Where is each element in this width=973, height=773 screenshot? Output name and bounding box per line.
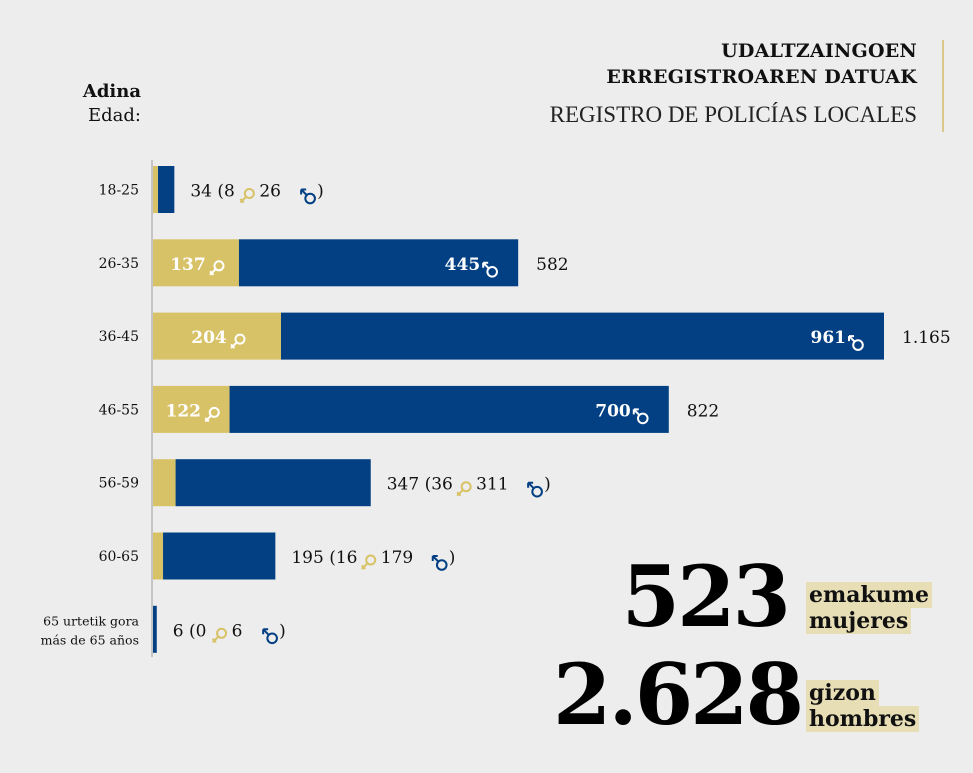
bar-female <box>153 239 239 287</box>
data-label-female: 137 <box>170 255 206 275</box>
male-icon <box>482 261 498 278</box>
female-total-row: 523 emakume mujeres <box>553 547 933 646</box>
data-label: 179 <box>381 548 413 568</box>
chart-subtitle: REGISTRO DE POLICÍAS LOCALES <box>549 102 917 127</box>
data-label-male: 700 <box>595 401 631 421</box>
chart-title-line-1: UDALTZAINGOEN <box>721 40 917 62</box>
data-label-male: 445 <box>445 255 481 275</box>
data-label: ) <box>449 548 456 568</box>
male-total-value: 2.628 <box>553 645 804 744</box>
title-divider <box>942 40 944 132</box>
category-label: 65 urtetik gora <box>43 613 139 628</box>
male-icon <box>262 628 278 645</box>
male-total-row: 2.628 gizon hombres <box>553 645 920 744</box>
male-total-tag: gizon hombres <box>806 680 920 732</box>
data-label: 347 (36 <box>387 475 453 495</box>
category-label: 46-55 <box>99 402 139 418</box>
data-label: 195 (16 <box>291 548 357 568</box>
data-label: 6 <box>232 621 243 641</box>
bar-male <box>153 605 157 653</box>
data-label: 311 <box>476 475 508 495</box>
bar-male <box>229 385 669 433</box>
male-icon <box>300 188 316 205</box>
bar-male <box>175 459 371 507</box>
bar-female <box>153 166 159 213</box>
data-label: 26 <box>259 182 281 202</box>
male-tag-basque: gizon <box>806 680 879 706</box>
female-icon <box>204 406 220 423</box>
data-label-total: 582 <box>536 255 568 275</box>
category-label: 36-45 <box>99 329 139 345</box>
y-axis-title: Adina Edad: <box>83 80 141 128</box>
bar-female <box>153 532 164 580</box>
y-axis-title-spanish: Edad: <box>88 105 141 126</box>
category-label: 56-59 <box>99 476 139 492</box>
female-icon <box>239 188 255 204</box>
data-label: 6 (0 <box>173 621 207 641</box>
data-label-female: 122 <box>166 401 202 421</box>
data-label-male: 961 <box>811 328 847 348</box>
female-tag-basque: emakume <box>806 582 933 608</box>
female-icon <box>456 481 472 497</box>
data-label: ) <box>279 621 286 641</box>
male-icon <box>632 408 649 425</box>
bar-female <box>153 459 176 507</box>
y-axis-title-basque: Adina <box>82 81 141 102</box>
male-icon <box>527 481 543 498</box>
female-icon <box>211 627 228 644</box>
female-icon <box>230 333 246 349</box>
category-label: 60-65 <box>99 549 139 565</box>
male-tag-spanish: hombres <box>806 706 920 732</box>
female-total-tag: emakume mujeres <box>806 582 933 634</box>
bar-male <box>163 532 276 580</box>
bar-male <box>158 166 175 213</box>
data-label: ) <box>544 475 551 495</box>
bar-male <box>238 239 519 287</box>
male-icon <box>848 335 864 351</box>
data-label-total: 822 <box>687 401 719 421</box>
bar-female <box>153 312 282 360</box>
category-label: 18-25 <box>99 183 139 199</box>
chart-title-line-2: ERREGISTROAREN DATUAK <box>606 66 917 88</box>
data-label: ) <box>317 182 324 202</box>
data-label: 34 (8 <box>190 182 234 202</box>
data-label-total: 1.165 <box>902 328 951 348</box>
male-icon <box>431 555 448 571</box>
category-label: 26-35 <box>99 256 139 272</box>
chart-title-block: UDALTZAINGOEN ERREGISTROAREN DATUAK REGI… <box>550 38 917 130</box>
bar-male <box>281 312 885 360</box>
category-label: más de 65 años <box>41 632 139 647</box>
female-total-value: 523 <box>621 547 791 646</box>
female-icon <box>209 260 225 276</box>
female-icon <box>361 554 377 570</box>
data-label-female: 204 <box>191 328 227 348</box>
female-tag-spanish: mujeres <box>806 608 912 634</box>
